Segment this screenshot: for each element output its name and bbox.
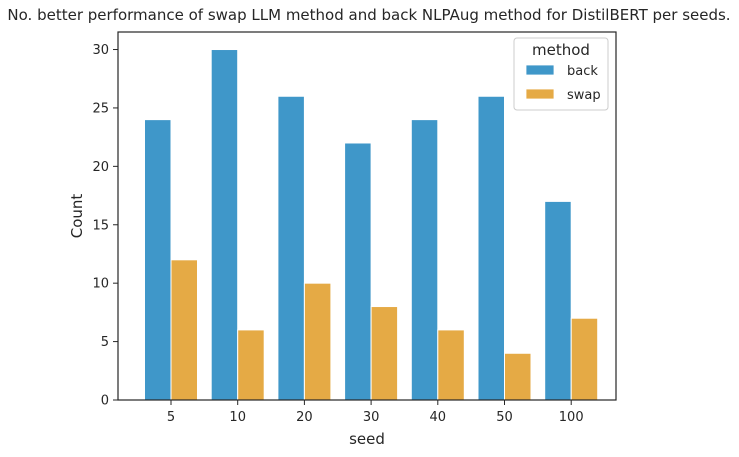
bar-swap-seed-50 xyxy=(504,352,532,401)
bar-back-seed-20 xyxy=(277,95,305,401)
bar-swap-seed-30 xyxy=(370,306,399,401)
x-tick-label: 50 xyxy=(496,410,513,425)
legend: method back swap xyxy=(513,37,609,111)
legend-title: method xyxy=(532,41,590,59)
chart-title: No. better performance of swap LLM metho… xyxy=(7,6,730,24)
bar-swap-seed-100 xyxy=(570,317,599,401)
x-axis-label: seed xyxy=(349,430,385,448)
bar-back-seed-100 xyxy=(544,200,572,401)
plot-frame xyxy=(117,31,617,401)
legend-swatch-back xyxy=(525,64,555,76)
x-tick-label: 10 xyxy=(229,410,246,425)
legend-label-back: back xyxy=(567,64,598,79)
y-tick-label: 0 xyxy=(101,394,109,409)
y-tick-label: 15 xyxy=(92,218,109,233)
bar-back-seed-50 xyxy=(477,95,505,401)
y-tick-label: 30 xyxy=(92,43,109,58)
bar-back-seed-40 xyxy=(410,119,439,401)
x-tick-label: 100 xyxy=(559,410,584,425)
bar-swap-seed-5 xyxy=(170,259,198,401)
bar-swap-seed-40 xyxy=(437,329,465,401)
x-tick-label: 30 xyxy=(363,410,380,425)
bar-back-seed-5 xyxy=(144,119,172,401)
legend-swatch-swap xyxy=(525,88,555,100)
bar-back-seed-10 xyxy=(210,49,239,401)
plot-area: 0 5 10 15 20 25 30 5 10 20 30 40 50 100 xyxy=(92,43,599,425)
x-tick-label: 40 xyxy=(430,410,447,425)
y-axis-label: Count xyxy=(68,194,86,239)
y-tick-label: 5 xyxy=(101,335,109,350)
bar-swap-seed-10 xyxy=(237,329,265,401)
y-tick-label: 10 xyxy=(92,277,109,292)
bar-back-seed-30 xyxy=(344,142,372,401)
bar-swap-seed-20 xyxy=(303,282,332,401)
x-tick-label: 20 xyxy=(296,410,313,425)
legend-label-swap: swap xyxy=(567,88,601,103)
x-tick-label: 5 xyxy=(167,410,175,425)
y-tick-label: 25 xyxy=(92,101,109,116)
y-tick-label: 20 xyxy=(92,160,109,175)
